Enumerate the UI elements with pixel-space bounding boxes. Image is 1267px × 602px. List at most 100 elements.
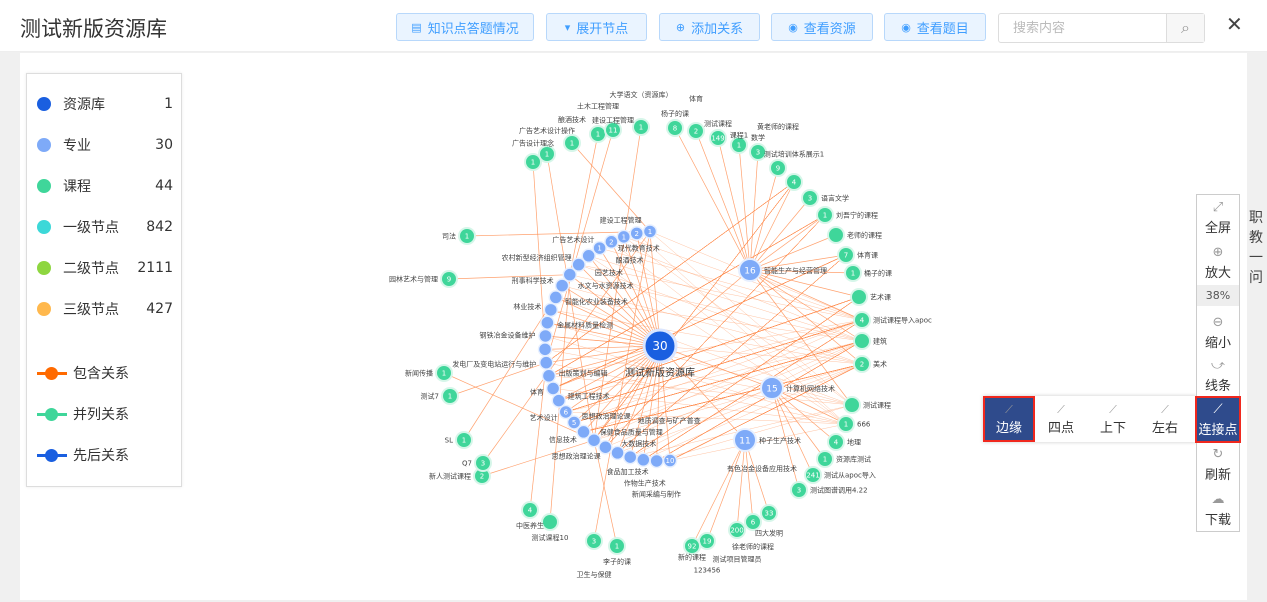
major-node[interactable] xyxy=(636,452,651,468)
legend-relation[interactable]: 包含关系 xyxy=(37,362,173,384)
toolbar-connector[interactable]: ⟋ 连接点 xyxy=(1195,396,1241,443)
major-node[interactable] xyxy=(541,368,557,384)
toolbar-download[interactable]: ☁ 下载 xyxy=(1197,486,1239,532)
course-node[interactable]: 11 xyxy=(604,121,622,139)
course-node[interactable]: 200 xyxy=(728,521,746,539)
legend-relation[interactable]: 先后关系 xyxy=(37,444,173,466)
course-node[interactable]: 19 xyxy=(698,532,716,550)
course-node[interactable]: 7 xyxy=(837,246,855,264)
course-node[interactable]: 3 xyxy=(585,532,603,550)
major-node[interactable]: 1 xyxy=(642,224,658,239)
course-node[interactable]: 1 xyxy=(458,227,476,245)
major-node[interactable] xyxy=(537,342,553,357)
course-node[interactable]: 4 xyxy=(521,501,539,519)
search-button[interactable]: ⌕ xyxy=(1166,14,1204,42)
course-node[interactable]: 1 xyxy=(524,153,542,171)
course-node[interactable]: 1 xyxy=(816,450,834,468)
course-node[interactable]: 92 xyxy=(683,537,701,555)
course-node[interactable]: 1 xyxy=(538,145,556,163)
major-node[interactable]: 2 xyxy=(604,234,619,250)
course-node[interactable]: 1 xyxy=(730,136,748,154)
major-node[interactable] xyxy=(562,267,578,282)
course-node[interactable]: 1 xyxy=(608,537,626,555)
major-node[interactable]: 15 xyxy=(760,376,784,400)
major-node[interactable]: 6 xyxy=(558,404,574,420)
major-node[interactable] xyxy=(548,290,564,305)
course-node[interactable]: 1 xyxy=(837,415,855,433)
course-node[interactable]: 1 xyxy=(589,125,607,143)
course-node[interactable]: 1 xyxy=(563,134,581,152)
course-node[interactable]: 1 xyxy=(435,364,453,382)
course-node[interactable]: 9 xyxy=(769,159,787,177)
toolbar-line-chart[interactable]: ⤻ 线条 xyxy=(1197,355,1239,395)
course-node[interactable]: 3 xyxy=(790,481,808,499)
course-node[interactable]: 1 xyxy=(632,118,650,136)
major-node[interactable]: 5 xyxy=(566,415,582,430)
major-node[interactable]: 11 xyxy=(733,428,757,452)
major-node[interactable] xyxy=(576,424,591,440)
course-node[interactable]: 2 xyxy=(687,122,705,140)
legend-relation[interactable]: 并列关系 xyxy=(37,403,173,425)
legend-item[interactable]: 资源库 1 xyxy=(37,93,173,115)
anchor-option[interactable]: ⟋ 边缘 xyxy=(983,396,1035,442)
major-node[interactable] xyxy=(571,257,586,272)
close-button[interactable]: ✕ xyxy=(1226,12,1243,36)
course-node[interactable]: 2 xyxy=(853,355,871,373)
header-button-2[interactable]: ⊕ 添加关系 xyxy=(659,13,760,41)
course-node[interactable]: 3 xyxy=(801,189,819,207)
header-button-0[interactable]: ▤ 知识点答题情况 xyxy=(396,13,534,41)
major-node[interactable] xyxy=(538,355,554,370)
search-input[interactable] xyxy=(999,14,1166,42)
major-node[interactable] xyxy=(545,381,561,396)
major-node[interactable] xyxy=(554,278,570,293)
toolbar-zoom-in[interactable]: ⊕ 放大 xyxy=(1197,240,1239,284)
header-button-4[interactable]: ◉ 查看题目 xyxy=(884,13,986,41)
major-node[interactable]: 16 xyxy=(738,258,762,282)
course-node[interactable] xyxy=(843,396,861,414)
course-node[interactable]: 33 xyxy=(760,504,778,522)
course-node[interactable]: 4 xyxy=(785,173,803,191)
course-node[interactable]: 1 xyxy=(816,206,834,224)
major-node[interactable] xyxy=(581,248,596,264)
toolbar-refresh[interactable]: ↻ 刷新 xyxy=(1197,442,1239,486)
major-node[interactable] xyxy=(540,315,555,330)
legend-item[interactable]: 一级节点 842 xyxy=(37,216,173,238)
course-node[interactable]: 4 xyxy=(827,433,845,451)
major-node[interactable]: 1 xyxy=(592,240,607,256)
legend-item[interactable]: 专业 30 xyxy=(37,134,173,156)
major-node[interactable] xyxy=(622,449,638,465)
course-node[interactable]: 9 xyxy=(440,270,458,288)
major-node[interactable] xyxy=(551,393,567,408)
course-node[interactable] xyxy=(827,226,845,244)
legend-item[interactable]: 课程 44 xyxy=(37,175,173,197)
course-node[interactable]: 3 xyxy=(474,454,492,472)
course-node[interactable]: 4 xyxy=(853,311,871,329)
anchor-option[interactable]: ⟋ 四点 xyxy=(1035,396,1087,442)
toolbar-zoom-out[interactable]: ⊖ 缩小 xyxy=(1197,310,1239,354)
major-node[interactable] xyxy=(598,439,613,455)
course-node[interactable] xyxy=(853,332,871,350)
root-node[interactable]: 30 测试新版资源库 xyxy=(625,328,695,379)
anchor-option[interactable]: ⟋ 左右 xyxy=(1139,396,1191,442)
course-node[interactable]: 8 xyxy=(666,119,684,137)
major-node[interactable] xyxy=(586,432,602,448)
header-button-3[interactable]: ◉ 查看资源 xyxy=(771,13,873,41)
course-node[interactable] xyxy=(850,288,868,306)
major-node[interactable]: 1 xyxy=(616,229,632,245)
course-node[interactable]: 1 xyxy=(441,387,459,405)
major-node[interactable]: 2 xyxy=(629,226,644,241)
major-node[interactable] xyxy=(538,328,553,344)
header-button-1[interactable]: ▾ 展开节点 xyxy=(546,13,647,41)
anchor-option[interactable]: ⟋ 上下 xyxy=(1087,396,1139,442)
legend-item[interactable]: 二级节点 2111 xyxy=(37,257,173,279)
course-node[interactable] xyxy=(541,513,559,531)
course-node[interactable]: 1 xyxy=(844,264,862,282)
major-node[interactable] xyxy=(543,302,559,318)
course-node[interactable]: 2 xyxy=(473,467,491,485)
course-node[interactable]: 1 xyxy=(455,431,473,449)
major-node[interactable] xyxy=(610,445,625,461)
major-node[interactable]: 10 xyxy=(662,453,678,468)
legend-item[interactable]: 三级节点 427 xyxy=(37,298,173,320)
side-assistant-label[interactable]: 职教一问 xyxy=(1249,210,1263,286)
